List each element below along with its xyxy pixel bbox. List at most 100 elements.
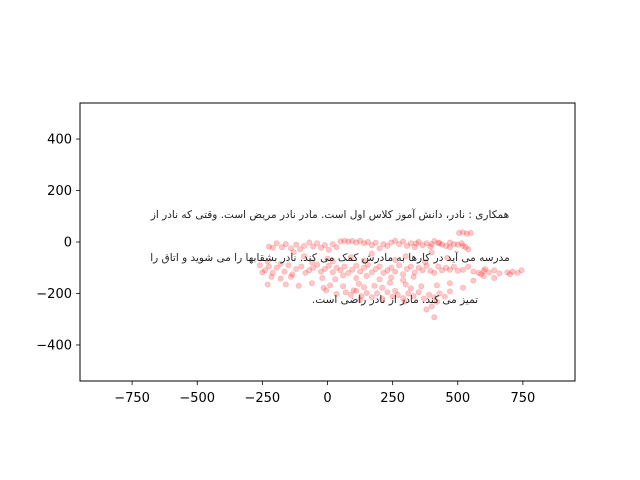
y-tick-label: 200 xyxy=(47,184,72,199)
scatter-point xyxy=(320,284,327,291)
scatter-point xyxy=(273,240,280,247)
scatter-point xyxy=(364,239,371,246)
scatter-point xyxy=(329,241,336,248)
scatter-point xyxy=(317,244,324,251)
scatter-point xyxy=(265,243,272,250)
scatter-point xyxy=(442,242,449,249)
scatter-point xyxy=(439,241,446,248)
scatter-point xyxy=(467,230,474,237)
scatter-point xyxy=(345,238,352,245)
scatter-point xyxy=(446,244,453,251)
scatter-point xyxy=(396,262,403,269)
scatter-point xyxy=(396,241,403,248)
scatter-point xyxy=(392,268,399,275)
scatter-point xyxy=(506,271,513,278)
y-tick-label: −400 xyxy=(36,338,72,353)
scatter-point xyxy=(433,282,440,289)
y-tick-label: 400 xyxy=(47,133,72,148)
x-axis: −750 −500 −250 0 250 500 750 xyxy=(114,381,535,406)
scatter-point xyxy=(379,295,386,302)
scatter-point xyxy=(427,267,434,274)
scatter-point xyxy=(389,293,396,300)
x-tick-label: −250 xyxy=(245,391,281,406)
scatter-point xyxy=(268,273,275,280)
scatter-point xyxy=(411,244,418,251)
points-layer xyxy=(256,229,525,321)
scatter-point xyxy=(353,262,360,269)
scatter-point xyxy=(368,242,375,249)
scatter-point xyxy=(364,261,371,268)
scatter-point xyxy=(277,260,284,267)
scatter-point xyxy=(306,239,313,246)
scatter-point xyxy=(458,240,465,247)
scatter-point xyxy=(298,263,305,270)
scatter-point xyxy=(450,263,457,270)
scatter-point xyxy=(301,253,308,260)
scatter-point xyxy=(301,242,308,249)
scatter-point xyxy=(485,269,492,276)
scatter-point xyxy=(325,262,332,269)
scatter-point xyxy=(293,265,300,272)
scatter-point xyxy=(491,274,498,281)
scatter-point xyxy=(480,272,487,279)
scatter-point xyxy=(446,239,453,246)
scatter-point xyxy=(392,287,399,294)
scatter-point xyxy=(427,243,434,250)
scatter-point xyxy=(264,281,271,288)
scatter-point xyxy=(379,284,386,291)
scatter-point xyxy=(403,242,410,249)
scatter-point xyxy=(285,262,292,269)
scatter-point xyxy=(332,276,339,283)
scatter-point xyxy=(388,264,395,271)
scatter-point xyxy=(337,238,344,245)
scatter-point xyxy=(436,290,443,297)
scatter-point xyxy=(509,268,516,275)
scatter-point xyxy=(482,265,489,272)
y-axis: −400 −200 0 200 400 xyxy=(36,133,80,353)
scatter-point xyxy=(308,259,315,266)
scatter-point xyxy=(353,287,360,294)
scatter-point xyxy=(293,241,300,248)
scatter-point xyxy=(256,262,263,269)
scatter-point xyxy=(514,269,521,276)
scatter-point xyxy=(273,264,280,271)
scatter-point xyxy=(454,241,461,248)
x-tick-label: −500 xyxy=(179,391,215,406)
plot-area xyxy=(80,103,575,381)
scatter-point xyxy=(329,258,336,265)
scatter-point xyxy=(454,267,461,274)
scatter-point xyxy=(415,289,422,296)
scatter-point xyxy=(420,295,427,302)
scatter-point xyxy=(496,270,503,277)
scatter-point xyxy=(261,267,268,274)
scatter-point xyxy=(349,266,356,273)
scatter-point xyxy=(380,241,387,248)
scatter-point xyxy=(287,245,294,252)
scatter-point xyxy=(431,238,438,245)
scatter-point xyxy=(431,269,438,276)
scatter-point xyxy=(325,246,332,253)
scatter-point xyxy=(341,263,348,270)
scatter-point xyxy=(314,240,321,247)
scatter-point xyxy=(491,267,498,274)
scatter-point xyxy=(470,268,477,275)
scatter-point xyxy=(363,272,370,279)
annotation-line-3: تمیز می کند. مادر از نادر راضی است. xyxy=(312,294,478,306)
scatter-point xyxy=(433,298,440,305)
scatter-point xyxy=(405,290,412,297)
scatter-point xyxy=(384,289,391,296)
scatter-point xyxy=(428,241,435,248)
scatter-point xyxy=(333,290,340,297)
scatter-point xyxy=(360,284,367,291)
scatter-point xyxy=(423,240,430,247)
scatter-point xyxy=(402,281,409,288)
scatter-point xyxy=(310,264,317,271)
scatter-point xyxy=(436,240,443,247)
scatter-point xyxy=(342,289,349,296)
scatter-point xyxy=(478,271,485,278)
x-tick-label: 250 xyxy=(380,391,405,406)
scatter-point xyxy=(413,240,420,247)
scatter-point xyxy=(456,230,463,237)
scatter-point xyxy=(459,242,466,249)
scatter-point xyxy=(345,269,352,276)
